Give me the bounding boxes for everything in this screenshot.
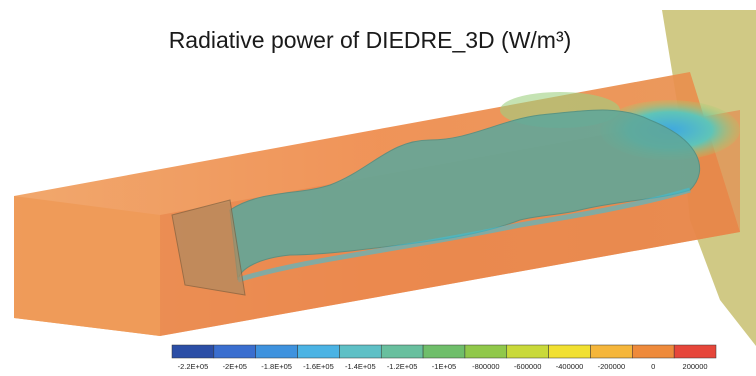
colorbar-label: 200000 — [683, 362, 708, 371]
color-swatch — [255, 344, 298, 359]
colorbar-label: -2.2E+05 — [178, 362, 209, 371]
colorbar-label: -800000 — [472, 362, 500, 371]
colorbar-label: -1E+05 — [432, 362, 456, 371]
colorbar-label: -1.6E+05 — [303, 362, 334, 371]
color-swatch — [673, 344, 717, 359]
colorbar-label: -400000 — [556, 362, 584, 371]
color-swatch — [380, 344, 424, 359]
colorbar-label: -2E+05 — [223, 362, 247, 371]
color-swatch — [590, 344, 633, 359]
colorbar: -2.2E+05 -2E+05 -1.8E+05 -1.6E+05 -1.4E+05 -1… — [171, 344, 717, 371]
title: Radiative power of DIEDRE_3D (W/m³) — [169, 27, 572, 53]
colorbar-label: -1.2E+05 — [387, 362, 418, 371]
colorbar-label: -1.8E+05 — [261, 362, 292, 371]
edge-highlight — [237, 187, 691, 283]
color-swatch — [297, 344, 340, 359]
flame-surface — [229, 109, 700, 281]
inlet-plate — [171, 199, 246, 296]
color-swatch — [464, 344, 508, 359]
color-swatch — [506, 344, 549, 359]
scene — [14, 10, 756, 346]
color-swatch — [339, 344, 382, 359]
color-swatch — [548, 344, 591, 359]
slab-front — [14, 196, 160, 336]
colorbar-label: 0 — [651, 362, 655, 371]
color-swatch — [422, 344, 466, 359]
colorbar-label: -1.4E+05 — [345, 362, 376, 371]
colorbar-label: -200000 — [598, 362, 626, 371]
color-swatch — [213, 344, 256, 359]
colorbar-label: -600000 — [514, 362, 542, 371]
color-swatch — [632, 344, 675, 359]
color-swatch — [171, 344, 215, 359]
